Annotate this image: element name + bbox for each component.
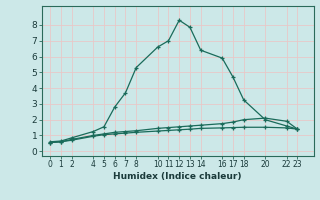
X-axis label: Humidex (Indice chaleur): Humidex (Indice chaleur) <box>113 172 242 181</box>
